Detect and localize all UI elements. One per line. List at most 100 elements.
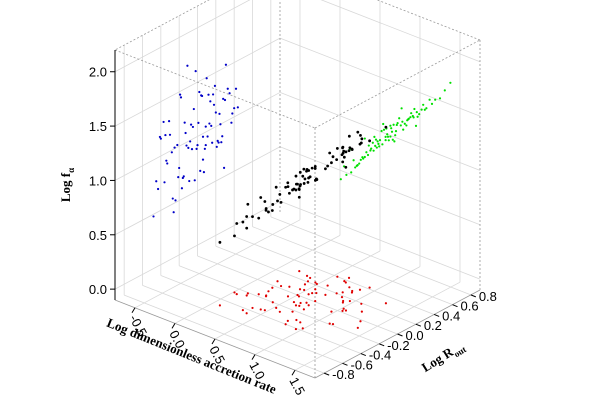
wall-projection — [158, 135, 162, 139]
wall-projection — [197, 121, 200, 125]
floor-projection — [284, 323, 287, 326]
floor-projection — [342, 307, 345, 310]
floor-projection — [306, 280, 310, 283]
point — [251, 215, 254, 219]
floor-projection — [291, 310, 294, 313]
wall-projection — [163, 181, 166, 184]
floor-projection — [275, 306, 278, 309]
wall-projection — [222, 97, 225, 100]
floor-projection — [336, 275, 339, 278]
wall-projection — [178, 93, 182, 96]
wall-projection — [449, 81, 452, 84]
floor-projection — [286, 319, 289, 322]
wall-projection — [206, 135, 209, 138]
floor-projection — [303, 283, 307, 286]
floor-projection — [257, 293, 260, 296]
y-tick-label: 0.4 — [442, 308, 460, 323]
x-axis-label: Log dimensionless accretion rate — [105, 315, 279, 397]
wall-projection — [412, 116, 415, 119]
tick-mark — [378, 343, 385, 347]
grid-line — [279, 92, 481, 171]
y-tick-label: -0.8 — [332, 367, 354, 382]
point — [286, 181, 290, 185]
wall-projection — [391, 138, 394, 141]
floor-projection — [314, 288, 317, 291]
z-tick-label: 1.5 — [89, 119, 107, 134]
point — [368, 139, 371, 143]
wall-projection — [219, 123, 222, 126]
wall-projection — [159, 137, 162, 140]
point — [294, 174, 298, 178]
point — [331, 155, 335, 159]
grid-line — [279, 146, 481, 226]
wall-projection — [202, 171, 206, 174]
floor-projection — [340, 296, 344, 299]
point — [235, 222, 239, 225]
x-tick-label: 0.5 — [206, 343, 228, 366]
wall-projection — [371, 141, 374, 144]
point — [328, 151, 332, 155]
point — [342, 155, 346, 159]
point — [270, 209, 274, 212]
wall-projection — [443, 89, 446, 92]
wall-projection — [374, 138, 378, 141]
wall-projection — [188, 179, 191, 183]
wall-projection — [355, 164, 358, 167]
point — [341, 151, 345, 155]
wall-projection — [208, 122, 211, 125]
point — [303, 177, 307, 181]
wall-projection — [382, 122, 385, 126]
wall-projection — [425, 107, 428, 110]
wall-projection — [418, 113, 421, 116]
wall-projection — [378, 145, 381, 148]
wall-projection — [393, 140, 396, 143]
tick-mark — [131, 307, 136, 314]
wall-projection — [366, 153, 370, 157]
wall-projection — [213, 84, 217, 87]
x-tick-label: 1.5 — [286, 375, 308, 398]
z-tick-label: 2.0 — [89, 65, 107, 80]
floor-projection — [297, 295, 301, 298]
floor-projection — [276, 280, 279, 283]
point — [278, 193, 282, 196]
floor-projection — [245, 312, 248, 315]
y-tick-label: -0.4 — [369, 348, 391, 363]
wall-projection — [363, 155, 366, 159]
point — [330, 161, 333, 165]
tick-mark — [470, 294, 477, 298]
floor-projection — [296, 293, 299, 297]
floor-projection — [294, 304, 298, 307]
floor-projection — [305, 274, 309, 277]
point — [276, 199, 279, 203]
wall-projection — [382, 128, 386, 131]
wall-projection — [414, 124, 418, 128]
wall-projection — [204, 125, 207, 128]
wall-projection — [223, 98, 227, 102]
y-axis-label: Log Rout — [419, 337, 468, 377]
wall-projection — [405, 124, 408, 127]
wall-projection — [170, 151, 173, 154]
wall-projection — [395, 123, 398, 127]
x-tick-label: 1.0 — [246, 359, 268, 382]
point — [347, 134, 351, 138]
point — [306, 180, 310, 184]
floor-projection — [299, 321, 302, 324]
wall-projection — [390, 127, 393, 130]
wall-projection — [423, 108, 426, 111]
wall-projection — [187, 146, 190, 149]
floor-projection — [295, 318, 298, 322]
tick-mark — [342, 362, 348, 366]
wall-projection — [186, 64, 189, 67]
point — [344, 165, 348, 169]
floor-projection — [299, 301, 302, 305]
point — [348, 146, 352, 150]
point — [245, 226, 249, 230]
wall-projection — [410, 112, 413, 115]
floor-projection — [347, 276, 351, 279]
floor-projection — [233, 291, 236, 294]
tick-mark — [360, 353, 367, 357]
wall-projection — [230, 121, 233, 124]
wall-projection — [407, 117, 410, 120]
floor-projection — [301, 327, 304, 330]
